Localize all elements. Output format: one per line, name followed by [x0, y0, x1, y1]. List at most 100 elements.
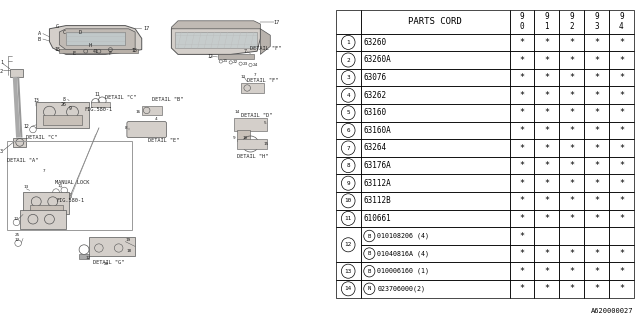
FancyBboxPatch shape — [234, 118, 267, 131]
Text: 17: 17 — [273, 20, 280, 25]
Text: 7: 7 — [43, 169, 45, 173]
Text: *: * — [594, 143, 599, 153]
Text: *: * — [569, 73, 574, 82]
Text: 63160: 63160 — [364, 108, 387, 117]
Text: FIG.580-1: FIG.580-1 — [85, 107, 113, 112]
Text: *: * — [594, 55, 599, 65]
Text: H: H — [89, 43, 92, 48]
Text: *: * — [569, 143, 574, 153]
Text: 63076: 63076 — [364, 73, 387, 82]
Text: DETAIL "G": DETAIL "G" — [93, 260, 124, 265]
Text: A620000027: A620000027 — [591, 308, 634, 314]
Text: *: * — [619, 38, 624, 47]
Text: 63112A: 63112A — [364, 179, 392, 188]
FancyBboxPatch shape — [36, 102, 89, 128]
Text: *: * — [569, 55, 574, 65]
FancyBboxPatch shape — [218, 54, 254, 59]
FancyBboxPatch shape — [51, 193, 71, 197]
Text: *: * — [619, 214, 624, 223]
Text: 25: 25 — [15, 233, 20, 237]
FancyBboxPatch shape — [10, 69, 23, 77]
Text: 10: 10 — [243, 136, 248, 140]
Text: 18: 18 — [132, 48, 138, 53]
Text: DETAIL "F": DETAIL "F" — [247, 77, 278, 83]
Text: 12: 12 — [13, 217, 19, 221]
Text: *: * — [545, 249, 549, 258]
Text: 5: 5 — [264, 121, 266, 125]
Text: N: N — [368, 286, 371, 291]
Text: 7: 7 — [244, 49, 247, 54]
Text: 1: 1 — [346, 40, 350, 45]
Text: 9
4: 9 4 — [619, 12, 624, 31]
Text: *: * — [594, 249, 599, 258]
Text: PARTS CORD: PARTS CORD — [408, 17, 462, 26]
Text: 41: 41 — [92, 49, 98, 54]
Text: 17: 17 — [143, 26, 150, 31]
Text: 9
0: 9 0 — [520, 12, 524, 31]
FancyBboxPatch shape — [237, 130, 250, 141]
Text: *: * — [594, 108, 599, 117]
Text: *: * — [619, 179, 624, 188]
FancyBboxPatch shape — [89, 237, 135, 256]
Text: 610661: 610661 — [364, 214, 392, 223]
Text: *: * — [520, 38, 525, 47]
Text: *: * — [569, 91, 574, 100]
Text: *: * — [569, 179, 574, 188]
Text: FIG.580-1: FIG.580-1 — [56, 197, 84, 203]
Text: *: * — [569, 267, 574, 276]
Text: 23: 23 — [243, 62, 248, 66]
FancyBboxPatch shape — [241, 83, 264, 93]
Text: *: * — [594, 38, 599, 47]
Text: 20: 20 — [104, 262, 109, 266]
Text: *: * — [594, 73, 599, 82]
Text: *: * — [594, 161, 599, 170]
Text: B: B — [368, 269, 371, 274]
Text: *: * — [545, 196, 549, 205]
Text: 01040816A (4): 01040816A (4) — [378, 250, 429, 257]
Text: DETAIL "C": DETAIL "C" — [106, 95, 137, 100]
Text: B: B — [38, 36, 41, 42]
Text: 12: 12 — [344, 242, 352, 247]
Text: *: * — [594, 196, 599, 205]
Text: *: * — [594, 214, 599, 223]
Text: *: * — [520, 249, 525, 258]
Text: 9
2: 9 2 — [570, 12, 574, 31]
Text: D: D — [79, 30, 82, 35]
Text: 2: 2 — [346, 58, 350, 62]
Text: 24: 24 — [253, 63, 258, 67]
Text: 26: 26 — [61, 101, 67, 107]
Text: 11: 11 — [58, 184, 63, 188]
Text: *: * — [520, 91, 525, 100]
Text: DETAIL "A": DETAIL "A" — [8, 157, 38, 163]
FancyBboxPatch shape — [29, 205, 63, 213]
FancyBboxPatch shape — [20, 210, 66, 229]
Polygon shape — [66, 32, 125, 45]
Text: *: * — [569, 38, 574, 47]
Text: 11: 11 — [344, 216, 352, 221]
Text: DETAIL "F": DETAIL "F" — [250, 46, 282, 51]
Polygon shape — [260, 29, 270, 54]
Text: 18: 18 — [127, 249, 132, 253]
Text: MANUAL LOCK: MANUAL LOCK — [55, 180, 90, 185]
Text: *: * — [520, 126, 525, 135]
Text: 8: 8 — [346, 163, 350, 168]
Text: *: * — [569, 196, 574, 205]
Text: 2: 2 — [0, 68, 3, 74]
Text: 12: 12 — [207, 53, 213, 59]
Text: *: * — [619, 267, 624, 276]
Text: 13: 13 — [33, 98, 38, 103]
Text: *: * — [545, 38, 549, 47]
Text: *: * — [545, 143, 549, 153]
Text: B: B — [368, 251, 371, 256]
Text: *: * — [569, 284, 574, 293]
Text: 18: 18 — [54, 47, 60, 52]
Text: 023706000(2): 023706000(2) — [378, 285, 426, 292]
Text: *: * — [545, 161, 549, 170]
Text: *: * — [545, 108, 549, 117]
Text: 14: 14 — [234, 110, 239, 114]
Text: F: F — [109, 51, 112, 56]
Polygon shape — [172, 21, 260, 29]
Text: *: * — [569, 126, 574, 135]
Text: 63260: 63260 — [364, 38, 387, 47]
Text: 13: 13 — [23, 185, 28, 189]
